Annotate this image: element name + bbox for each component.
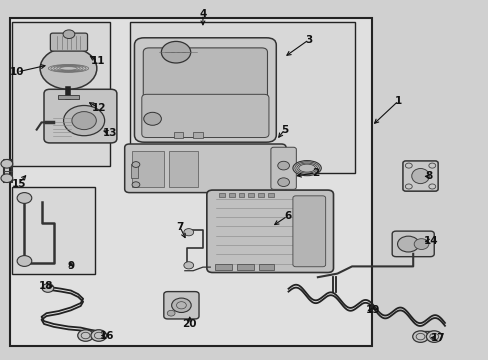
Bar: [58, 95, 79, 99]
FancyBboxPatch shape: [142, 94, 268, 138]
Bar: [259, 264, 273, 270]
Circle shape: [167, 310, 175, 316]
FancyBboxPatch shape: [206, 190, 333, 273]
Circle shape: [17, 256, 32, 266]
FancyBboxPatch shape: [50, 33, 87, 51]
Circle shape: [426, 331, 441, 342]
Circle shape: [183, 229, 193, 236]
Bar: [248, 193, 254, 197]
Circle shape: [1, 174, 13, 183]
Text: 17: 17: [429, 333, 444, 343]
Circle shape: [72, 112, 96, 130]
Circle shape: [40, 48, 97, 89]
Circle shape: [412, 331, 427, 342]
FancyBboxPatch shape: [270, 147, 296, 189]
Circle shape: [91, 330, 106, 341]
Text: 1: 1: [394, 96, 401, 106]
Text: 11: 11: [90, 56, 105, 66]
Circle shape: [132, 162, 140, 167]
Text: 13: 13: [102, 128, 117, 138]
Circle shape: [413, 239, 428, 249]
Bar: [12, 22, 110, 166]
Text: 10: 10: [10, 67, 24, 77]
Bar: [12, 187, 95, 274]
Text: 5: 5: [281, 125, 287, 135]
Circle shape: [63, 30, 75, 39]
Bar: [215, 264, 232, 270]
Text: 16: 16: [99, 330, 114, 341]
Text: 14: 14: [423, 236, 438, 246]
Text: 3: 3: [305, 35, 312, 45]
Bar: [219, 193, 224, 197]
Bar: [267, 193, 273, 197]
Bar: [10, 18, 371, 346]
Circle shape: [161, 41, 190, 63]
FancyBboxPatch shape: [402, 161, 437, 191]
Circle shape: [42, 284, 54, 292]
FancyBboxPatch shape: [292, 196, 325, 267]
FancyBboxPatch shape: [124, 144, 285, 193]
Bar: [131, 164, 138, 178]
Text: 2: 2: [311, 168, 318, 178]
Bar: [129, 22, 354, 173]
Bar: [168, 151, 198, 187]
Text: 8: 8: [425, 171, 432, 181]
Bar: [132, 151, 163, 187]
Bar: [193, 132, 203, 138]
Circle shape: [132, 182, 140, 188]
Circle shape: [63, 105, 104, 136]
Circle shape: [17, 193, 32, 203]
Circle shape: [397, 236, 418, 252]
Text: 20: 20: [182, 319, 197, 329]
Text: 18: 18: [39, 281, 54, 291]
Text: 12: 12: [91, 103, 106, 113]
Circle shape: [277, 178, 289, 186]
Circle shape: [171, 298, 191, 312]
Ellipse shape: [411, 168, 428, 184]
Circle shape: [78, 330, 93, 341]
Text: 4: 4: [199, 9, 206, 19]
Circle shape: [277, 161, 289, 170]
Text: 15: 15: [11, 179, 26, 189]
Bar: [258, 193, 264, 197]
Ellipse shape: [292, 161, 321, 176]
FancyBboxPatch shape: [143, 48, 267, 105]
Bar: [237, 264, 254, 270]
FancyBboxPatch shape: [44, 89, 117, 143]
Text: 19: 19: [365, 305, 379, 315]
Circle shape: [143, 112, 161, 125]
FancyBboxPatch shape: [391, 231, 433, 257]
Text: 6: 6: [284, 211, 290, 221]
FancyBboxPatch shape: [134, 38, 276, 142]
Circle shape: [1, 159, 13, 168]
FancyBboxPatch shape: [163, 292, 199, 319]
Circle shape: [183, 262, 193, 269]
Bar: [228, 193, 234, 197]
Bar: [173, 132, 183, 138]
Text: 9: 9: [67, 261, 74, 271]
Text: 7: 7: [176, 222, 183, 232]
Bar: [238, 193, 244, 197]
